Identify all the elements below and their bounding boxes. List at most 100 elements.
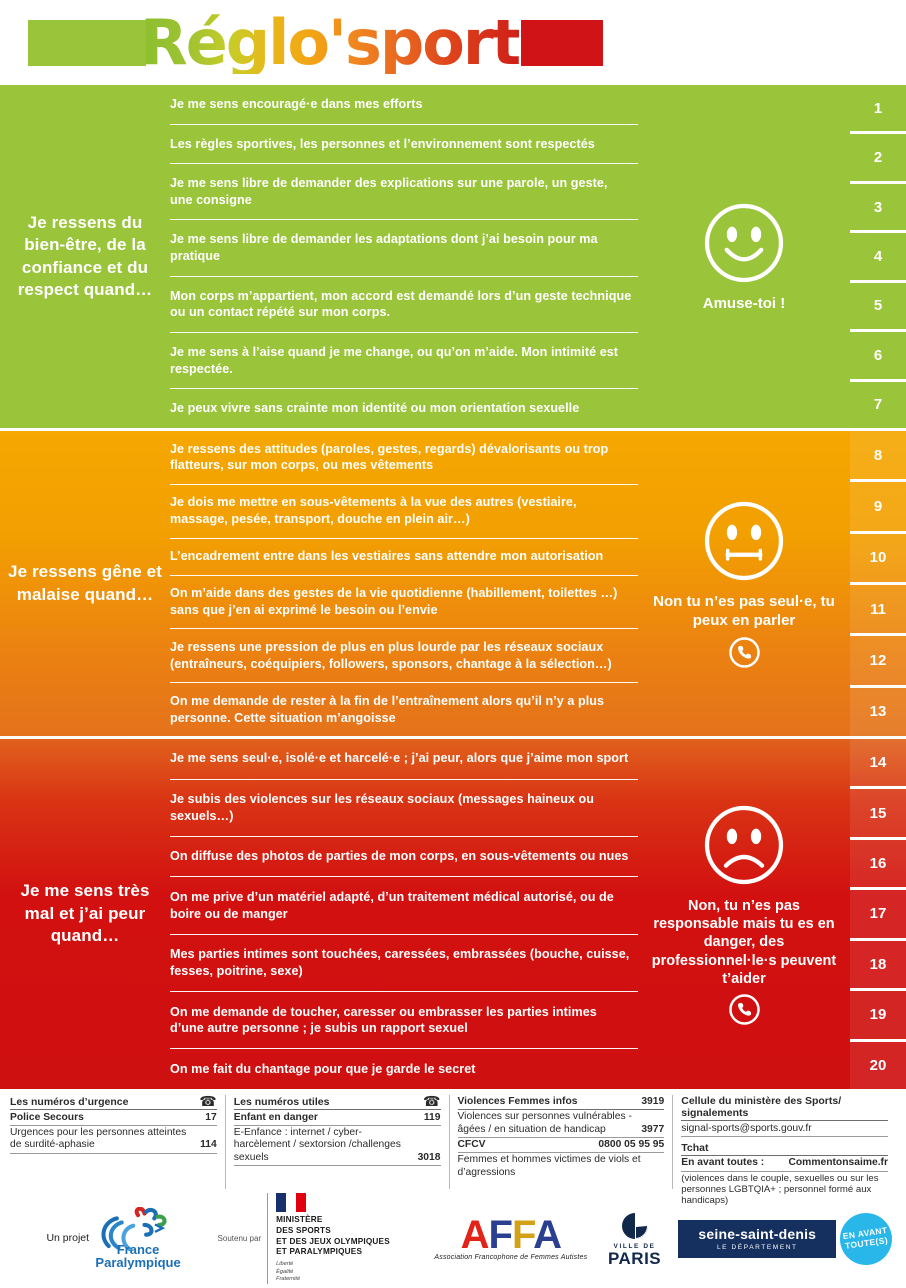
statement-number: 5: [850, 282, 906, 333]
logo-ministere-des-sports: Soutenu par MINISTÈRE DES SPORTS ET DES …: [217, 1193, 428, 1284]
footer-row-value: 0800 05 95 95: [598, 1139, 665, 1151]
number-column-red: 14 15 16 17 18 19 20: [850, 739, 906, 1089]
statement-number: 9: [850, 482, 906, 534]
statement-row: On m’aide dans des gestes de la vie quot…: [170, 576, 638, 630]
footer-row-label: Urgences pour les personnes atteintes de…: [10, 1126, 187, 1151]
chat-link[interactable]: Commentonsaime.fr: [788, 1157, 888, 1169]
ministry-motto2: Égalité: [276, 1268, 294, 1275]
footer-column-urgence: Les numéros d’urgence ☎ Police Secours 1…: [10, 1093, 225, 1189]
statement-row: Je me sens libre de demander les adaptat…: [170, 220, 638, 277]
phone-cta[interactable]: [728, 988, 761, 1026]
statement-row: Je peux vivre sans crainte mon identité …: [170, 401, 580, 416]
footer-row: Police Secours 17: [10, 1111, 217, 1126]
statement-row: Je me sens seul·e, isolé·e et harcelé·e …: [170, 739, 638, 780]
statement-number: 2: [850, 134, 906, 184]
ministry-line3: ET DES JEUX OLYMPIQUES: [276, 1236, 390, 1246]
band-icon-block-orange: Non tu n’es pas seul·e, tu peux en parle…: [644, 431, 844, 736]
band-heading-red: Je me sens très mal et j’ai peur quand…: [0, 739, 170, 1089]
phone-icon: ☎: [423, 1093, 441, 1109]
footer-row-value: 17: [205, 1111, 217, 1123]
statement-row: On me demande de rester à la fin de l’en…: [170, 693, 605, 725]
footer-row: E-Enfance : internet / cyber-harcèlement…: [233, 1126, 441, 1166]
footer-row: Urgences pour les personnes atteintes de…: [10, 1126, 217, 1154]
statement-number: 3: [850, 183, 906, 234]
statement-number: 14: [850, 739, 906, 790]
statement-list-orange: Je ressens des attitudes (paroles, geste…: [170, 431, 644, 736]
statement-row: Mes parties intimes sont touchées, cares…: [170, 935, 638, 993]
paralympic-agitos-icon: [101, 1207, 167, 1252]
footer-column-ministere: Cellule du ministère des Sports/ signale…: [672, 1095, 896, 1206]
smiley-sad-icon: [704, 806, 784, 885]
tchat-title: Tchat: [681, 1142, 888, 1157]
footer-col1-head: Les numéros d’urgence ☎: [10, 1093, 217, 1110]
band-heading-green: Je ressens du bien-être, de la confiance…: [0, 85, 170, 428]
ministry-mark: MINISTÈRE DES SPORTS ET DES JEUX OLYMPIQ…: [267, 1193, 390, 1284]
footer-col4-title: Cellule du ministère des Sports/ signale…: [681, 1095, 842, 1119]
band-caption: Non, tu n’es pas responsable mais tu es …: [651, 898, 837, 987]
statement-number: 17: [850, 890, 906, 941]
footer-col2-head: Les numéros utiles ☎: [233, 1093, 441, 1110]
statement-number: 15: [850, 789, 906, 840]
statement-row: Je me sens libre de demander des explica…: [170, 164, 638, 221]
band-heading-text: Je ressens du bien-être, de la confiance…: [17, 212, 153, 299]
statement-row: Je ressens une pression de plus en plus …: [170, 629, 638, 684]
footer-email-row[interactable]: signal-sports@sports.gouv.fr: [681, 1122, 888, 1138]
statement-number: 20: [850, 1041, 906, 1089]
ministry-motto1: Liberté: [276, 1260, 294, 1267]
ssd-title: seine-saint-denis: [698, 1225, 817, 1242]
paris-small-label: VILLE DE: [613, 1242, 656, 1250]
footer-row-label: Violences Femmes infos: [457, 1096, 578, 1107]
statement-number: 4: [850, 233, 906, 283]
phone-cta[interactable]: [728, 631, 761, 669]
statement-row: Je me sens à l’aise quand je me change, …: [170, 333, 638, 390]
statement-number: 6: [850, 332, 906, 382]
statement-row: Je dois me mettre en sous-vêtements à la…: [170, 485, 638, 539]
footer-row-value: 3018: [417, 1151, 441, 1163]
france-paralympique-mark: France Paralympique: [95, 1207, 181, 1270]
header-red-block: [521, 19, 604, 66]
footer-row-note: Femmes et hommes victimes de viols et d’…: [458, 1153, 665, 1180]
footer-row: Violences Femmes infos 3919: [457, 1095, 665, 1111]
statement-number: 1: [850, 85, 906, 135]
page-title: Réglo'sport: [140, 5, 521, 79]
footer-row-value: 119: [423, 1111, 441, 1123]
emergency-numbers-footer: Les numéros d’urgence ☎ Police Secours 1…: [0, 1089, 906, 1206]
chat-label: En avant toutes :: [681, 1157, 765, 1169]
partner-logos: Un projet France Paralympique Soutenu pa…: [0, 1189, 906, 1288]
band-caption: Non tu n’es pas seul·e, tu peux en parle…: [653, 593, 835, 629]
statement-row: Les règles sportives, les personnes et l…: [170, 125, 638, 165]
statement-number: 11: [850, 584, 906, 637]
logo-affa: AFFA Association Francophone de Femmes A…: [431, 1212, 591, 1261]
statement-list-red: Je me sens seul·e, isolé·e et harcelé·e …: [170, 739, 644, 1089]
footer-row: Enfant en danger 119: [233, 1111, 441, 1126]
band-green: Je ressens du bien-être, de la confiance…: [0, 85, 906, 428]
ministry-motto3: Fraternité: [276, 1276, 301, 1283]
band-icon-block-red: Non, tu n’es pas responsable mais tu es …: [644, 739, 844, 1089]
phone-circle-icon: [728, 636, 760, 668]
logo-france-paralympique: Un projet France Paralympique: [14, 1207, 214, 1270]
statement-row: Je me sens encouragé·e dans mes efforts: [170, 85, 638, 125]
footer-column-utiles: Les numéros utiles ☎ Enfant en danger 11…: [224, 1093, 449, 1189]
footer-row-label: Police Secours: [10, 1111, 84, 1123]
footer-row-value: 114: [200, 1139, 217, 1151]
signalement-email[interactable]: signal-sports@sports.gouv.fr: [681, 1123, 812, 1134]
footer-chat-row[interactable]: En avant toutes : Commentonsaime.fr: [681, 1156, 888, 1172]
number-column-orange: 8 9 10 11 12 13: [850, 431, 906, 736]
statement-number: 16: [850, 839, 906, 891]
statement-list-green: Je me sens encouragé·e dans mes efforts L…: [170, 85, 644, 428]
statement-row: Mon corps m’appartient, mon accord est d…: [170, 277, 638, 334]
project-prefix: Un projet: [46, 1232, 90, 1245]
phone-icon: ☎: [199, 1093, 217, 1109]
statement-number: 7: [850, 381, 906, 428]
footer-col4-head: Cellule du ministère des Sports/ signale…: [681, 1095, 888, 1121]
fp-line1: France: [116, 1242, 160, 1258]
footer-row-value: 3977: [641, 1123, 665, 1135]
band-heading-orange: Je ressens gêne et malaise quand…: [0, 431, 170, 736]
affa-letters: AFFA: [460, 1212, 562, 1257]
support-prefix: Soutenu par: [217, 1233, 262, 1243]
french-flag-icon: [276, 1193, 307, 1213]
paris-boat-icon: [621, 1212, 648, 1239]
affa-caption: Association Francophone de Femmes Autist…: [434, 1253, 588, 1261]
